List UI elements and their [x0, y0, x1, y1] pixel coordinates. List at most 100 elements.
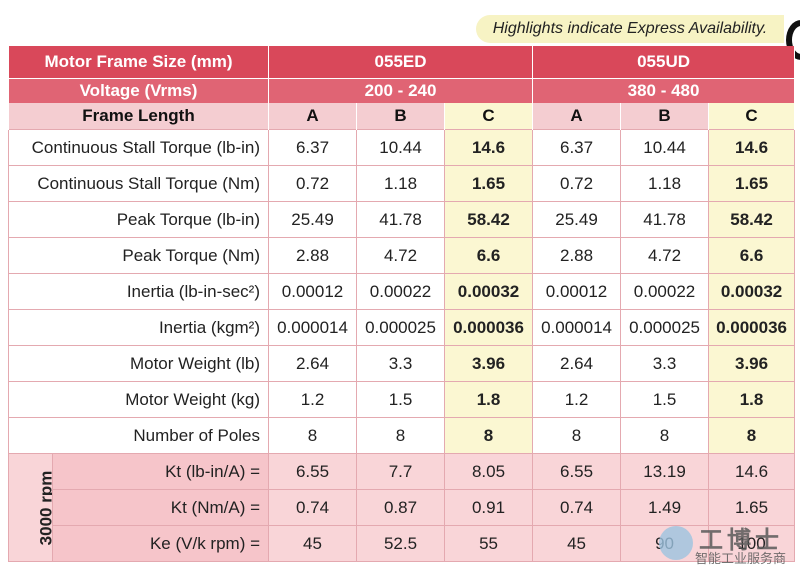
table-cell: 6.37	[268, 129, 358, 166]
length-header: C	[708, 103, 796, 130]
table-row: Continuous Stall Torque (Nm) 0.72 1.18 1…	[7, 165, 796, 202]
voltage-055ud: 380 - 480	[532, 78, 796, 103]
table-row: Ke (V/k rpm) = 45 52.5 55 45 90 100	[9, 525, 796, 562]
table-row: Number of Poles 8 8 8 8 8 8	[7, 417, 796, 454]
length-header: C	[444, 103, 534, 130]
table-cell: 13.19	[620, 453, 710, 490]
table-cell: 0.00032	[708, 273, 796, 310]
row-label: Ke (V/k rpm) =	[51, 525, 270, 562]
table-cell: 0.00012	[268, 273, 358, 310]
row-label: Peak Torque (Nm)	[7, 237, 270, 274]
table-cell: 6.6	[444, 237, 534, 274]
table-cell: 0.87	[356, 489, 446, 526]
table-cell: 55	[444, 525, 534, 562]
table-cell: 6.37	[532, 129, 622, 166]
table-cell: 0.91	[444, 489, 534, 526]
table-cell: 25.49	[268, 201, 358, 238]
table-cell: 14.6	[444, 129, 534, 166]
row-label: Motor Weight (lb)	[7, 345, 270, 382]
table-cell: 1.8	[708, 381, 796, 418]
table-cell: 52.5	[356, 525, 446, 562]
row-label: Peak Torque (lb-in)	[7, 201, 270, 238]
rpm-group-label: 3000 rpm	[8, 453, 53, 562]
row-label: Number of Poles	[7, 417, 270, 454]
table-cell: 58.42	[444, 201, 534, 238]
table-cell: 8	[268, 417, 358, 454]
table-cell: 1.5	[620, 381, 710, 418]
robot-icon	[659, 526, 693, 560]
table-cell: 6.6	[708, 237, 796, 274]
table-cell: 2.88	[268, 237, 358, 274]
table-cell: 8	[444, 417, 534, 454]
table-cell: 1.49	[620, 489, 710, 526]
frame-size-label: Motor Frame Size (mm)	[7, 46, 270, 79]
table-cell: 1.8	[444, 381, 534, 418]
table-cell: 1.2	[532, 381, 622, 418]
table-cell: 0.000025	[356, 309, 446, 346]
table-cell: 0.000036	[708, 309, 796, 346]
table-row: Inertia (lb-in-sec²) 0.00012 0.00022 0.0…	[7, 273, 796, 310]
voltage-055ed: 200 - 240	[268, 78, 534, 103]
length-header: B	[620, 103, 710, 130]
table-cell: 1.65	[708, 165, 796, 202]
row-label: Kt (Nm/A) =	[51, 489, 270, 526]
table-cell: 2.64	[532, 345, 622, 382]
table-cell: 0.00022	[620, 273, 710, 310]
table-cell: 8	[620, 417, 710, 454]
table-cell: 0.74	[268, 489, 358, 526]
frame-055ud: 055UD	[532, 46, 796, 79]
table-cell: 1.18	[620, 165, 710, 202]
length-header: B	[356, 103, 446, 130]
table-cell: 1.65	[708, 489, 796, 526]
table-cell: 0.000014	[268, 309, 358, 346]
row-label: Continuous Stall Torque (lb-in)	[7, 129, 270, 166]
table-row: Peak Torque (Nm) 2.88 4.72 6.6 2.88 4.72…	[7, 237, 796, 274]
row-label: Kt (lb-in/A) =	[51, 453, 270, 490]
table-cell: 2.88	[532, 237, 622, 274]
table-cell: 0.74	[532, 489, 622, 526]
motor-spec-table: Motor Frame Size (mm) 055ED 055UD Voltag…	[7, 46, 796, 562]
table-cell: 0.000014	[532, 309, 622, 346]
table-cell: 1.65	[444, 165, 534, 202]
length-header: A	[532, 103, 622, 130]
table-cell: 0.000025	[620, 309, 710, 346]
table-cell: 25.49	[532, 201, 622, 238]
table-cell: 10.44	[620, 129, 710, 166]
table-cell: 1.18	[356, 165, 446, 202]
table-row: Motor Weight (lb) 2.64 3.3 3.96 2.64 3.3…	[7, 345, 796, 382]
watermark: 工博士 智能工业服务商	[655, 520, 795, 568]
table-cell: 58.42	[708, 201, 796, 238]
watermark-brand: 工博士	[699, 527, 783, 554]
table-cell: 3.96	[708, 345, 796, 382]
table-row: Peak Torque (lb-in) 25.49 41.78 58.42 25…	[7, 201, 796, 238]
table-cell: 3.96	[444, 345, 534, 382]
row-label: Motor Weight (kg)	[7, 381, 270, 418]
table-cell: 3.3	[356, 345, 446, 382]
table-cell: 0.72	[268, 165, 358, 202]
table-cell: 0.000036	[444, 309, 534, 346]
table-cell: 0.72	[532, 165, 622, 202]
table-cell: 0.00022	[356, 273, 446, 310]
table-cell: 1.5	[356, 381, 446, 418]
row-label: Continuous Stall Torque (Nm)	[7, 165, 270, 202]
table-cell: 6.55	[268, 453, 358, 490]
table-cell: 2.64	[268, 345, 358, 382]
watermark-tagline: 智能工业服务商	[695, 551, 787, 566]
table-cell: 1.2	[268, 381, 358, 418]
frame-055ed: 055ED	[268, 46, 534, 79]
table-cell: 14.6	[708, 453, 796, 490]
length-header: A	[268, 103, 358, 130]
table-cell: 41.78	[620, 201, 710, 238]
table-row: 3000 rpm Kt (lb-in/A) = 6.55 7.7 8.05 6.…	[8, 453, 796, 562]
table-row: Motor Weight (kg) 1.2 1.5 1.8 1.2 1.5 1.…	[7, 381, 796, 418]
frame-length-label: Frame Length	[7, 103, 270, 130]
table-cell: 45	[532, 525, 622, 562]
table-cell: 8.05	[444, 453, 534, 490]
table-row: Continuous Stall Torque (lb-in) 6.37 10.…	[7, 129, 796, 166]
table-cell: 100	[708, 525, 796, 562]
table-cell: 45	[268, 525, 358, 562]
table-cell: 4.72	[356, 237, 446, 274]
table-cell: 4.72	[620, 237, 710, 274]
express-availability-note: Highlights indicate Express Availability…	[476, 15, 784, 43]
table-cell: 8	[356, 417, 446, 454]
